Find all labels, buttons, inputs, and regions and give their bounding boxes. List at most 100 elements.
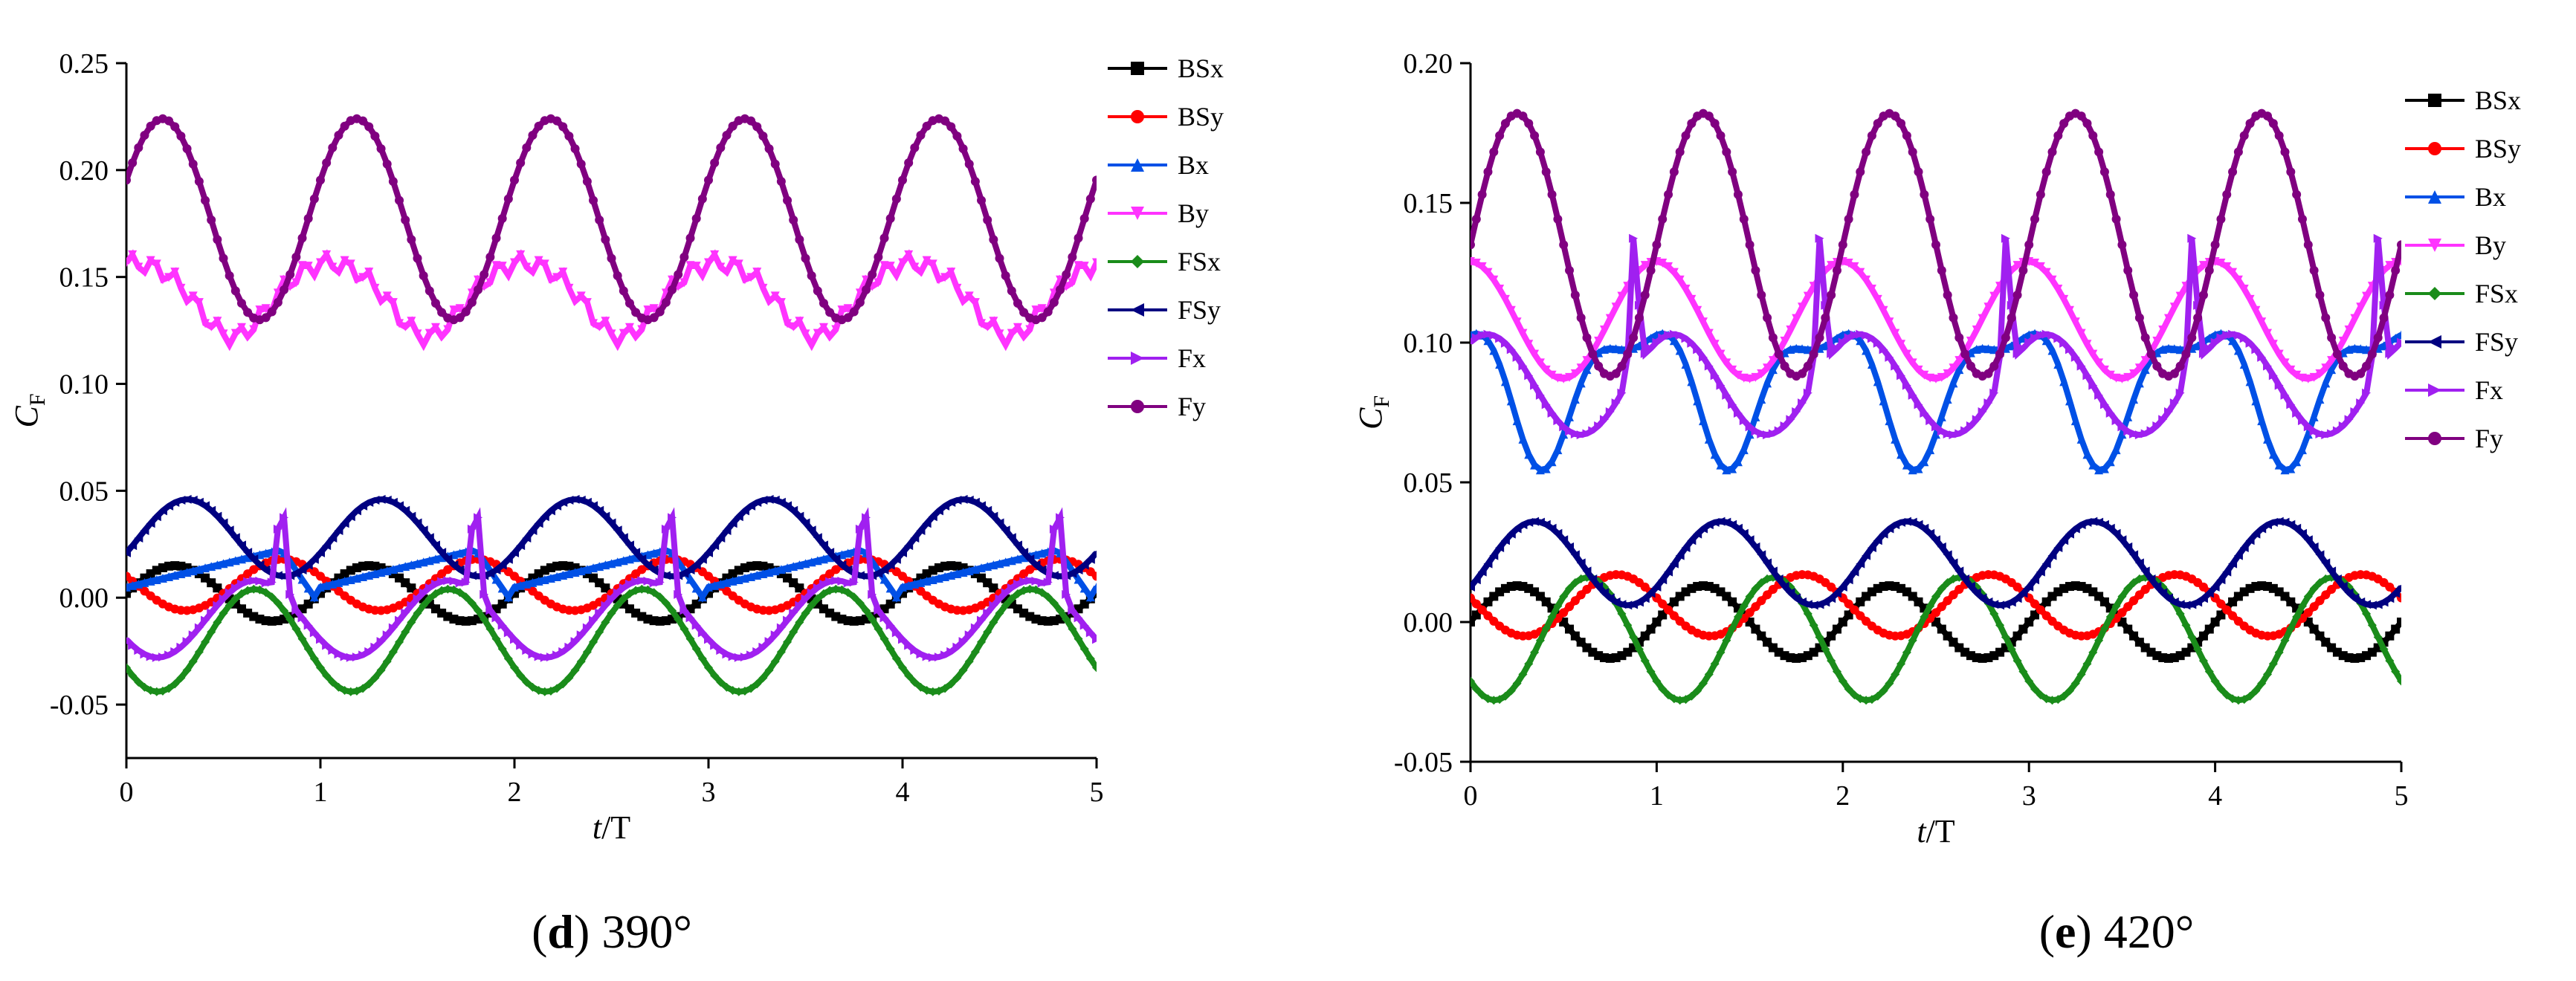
series-point-Fx <box>1495 334 1505 343</box>
series-point-Fy <box>213 235 222 245</box>
series-point-FSy <box>1640 594 1650 603</box>
series-point-Fx <box>1925 416 1935 426</box>
series-point-BSy <box>1559 608 1569 618</box>
series-point-Fy <box>1908 147 1917 157</box>
series-point-Fx <box>668 513 677 522</box>
series-point-By <box>207 322 216 331</box>
series-point-Fy <box>267 307 277 317</box>
series-point-Fy <box>2228 167 2238 177</box>
series-point-Fy <box>1471 214 1481 224</box>
series-point-FSy <box>934 506 943 516</box>
series-point-Fy <box>516 158 526 168</box>
series-point-By <box>1013 323 1022 332</box>
series-point-Fx <box>2292 409 2302 418</box>
series-point-By <box>255 305 265 315</box>
series-point-FSx <box>952 673 962 683</box>
series-point-Bx <box>685 574 695 584</box>
series-point-FSy <box>1471 575 1481 585</box>
series-point-Fy <box>2297 214 2307 224</box>
series-point-Bx <box>1856 336 1865 346</box>
series-point-Fy <box>1483 167 1493 177</box>
series-point-Fx <box>783 615 793 625</box>
series-point-Fy <box>576 159 586 169</box>
series-point-FSy <box>1007 533 1016 543</box>
series-point-Fx <box>219 594 228 603</box>
series-point-FSx <box>297 634 307 644</box>
series-point-By <box>540 259 549 269</box>
series-point-Fy <box>795 235 804 245</box>
series-point-FSx <box>1085 654 1095 664</box>
series-point-FSx <box>285 615 295 624</box>
series-point-Fx <box>1983 398 1993 408</box>
series-point-FSx <box>564 673 574 683</box>
legend-marker-Fx <box>1131 352 1144 365</box>
series-point-Fx <box>1949 430 1958 440</box>
series-point-Bx <box>2129 395 2139 404</box>
series-point-By <box>430 323 440 332</box>
series-point-BSy <box>1827 582 1836 592</box>
series-point-Fx <box>1954 429 1964 438</box>
series-point-Fy <box>2332 349 2342 359</box>
series-point-FSy <box>528 525 538 535</box>
series-point-FSy <box>2117 535 2127 545</box>
series-point-FSx <box>813 594 822 603</box>
series-point-FSy <box>126 548 131 557</box>
series-point-By <box>1500 294 1510 304</box>
series-point-By <box>546 275 555 285</box>
series-point-Fx <box>916 650 926 659</box>
series-point-Fx <box>2315 430 2325 439</box>
series-point-By <box>188 291 198 301</box>
series-point-FSy <box>316 548 325 557</box>
series-point-By <box>734 259 743 269</box>
series-point-Fx <box>1019 577 1029 586</box>
series-point-By <box>1943 369 1952 378</box>
series-point-Fx <box>564 642 574 652</box>
series-point-FSx <box>128 671 138 681</box>
series-point-By <box>1786 326 1795 335</box>
series-point-Fx <box>443 576 453 586</box>
series-point-BSy <box>503 567 513 577</box>
series-point-FSx <box>1079 644 1089 654</box>
series-point-Fx <box>2175 388 2185 398</box>
series-point-Fy <box>952 132 962 141</box>
series-point-FSy <box>2053 543 2063 553</box>
series-point-FSx <box>2111 601 2121 611</box>
series-point-Fx <box>2245 338 2255 348</box>
x-tick-label: 1 <box>1650 780 1664 812</box>
series-point-Bx <box>1074 574 1083 584</box>
series-point-FSy <box>1931 535 1940 545</box>
series-point-Fy <box>2146 349 2156 359</box>
series-FSy <box>1471 517 2401 610</box>
series-point-FSy <box>255 560 265 570</box>
series-point-Fx <box>2321 430 2331 440</box>
caption-angle: 390° <box>590 905 692 958</box>
series-point-FSy <box>497 560 507 570</box>
series-point-Fy <box>2315 291 2325 300</box>
series-point-Bx <box>1710 450 1720 459</box>
series-point-Fx <box>1908 390 1917 400</box>
series-point-Fx <box>674 589 683 599</box>
series-point-By <box>758 283 768 293</box>
series-point-Fx <box>1757 430 1766 439</box>
series-point-Fy <box>1862 147 1871 157</box>
series-point-Bx <box>1937 412 1946 421</box>
series-point-BSy <box>1937 602 1946 612</box>
series-point-BSx <box>1937 624 1946 634</box>
series-point-FSx <box>1007 594 1016 603</box>
series-point-By <box>1885 317 1894 327</box>
series-point-Fy <box>1745 240 1755 250</box>
series-point-Fx <box>2350 407 2360 416</box>
series-point-By <box>1972 326 1981 335</box>
series-point-FSy <box>582 497 592 507</box>
series-point-Fx <box>395 615 404 625</box>
series-point-Bx <box>2350 343 2360 353</box>
series-point-Fx <box>946 647 956 656</box>
series-point-FSx <box>874 624 883 634</box>
series-point-Fy <box>607 253 616 263</box>
series-point-By <box>613 340 622 349</box>
series-point-Fy <box>1751 265 1760 275</box>
series-point-FSx <box>1049 598 1059 608</box>
series-point-Fy <box>1897 119 1906 129</box>
series-point-By <box>230 328 240 338</box>
series-point-BSy <box>2321 590 2331 600</box>
